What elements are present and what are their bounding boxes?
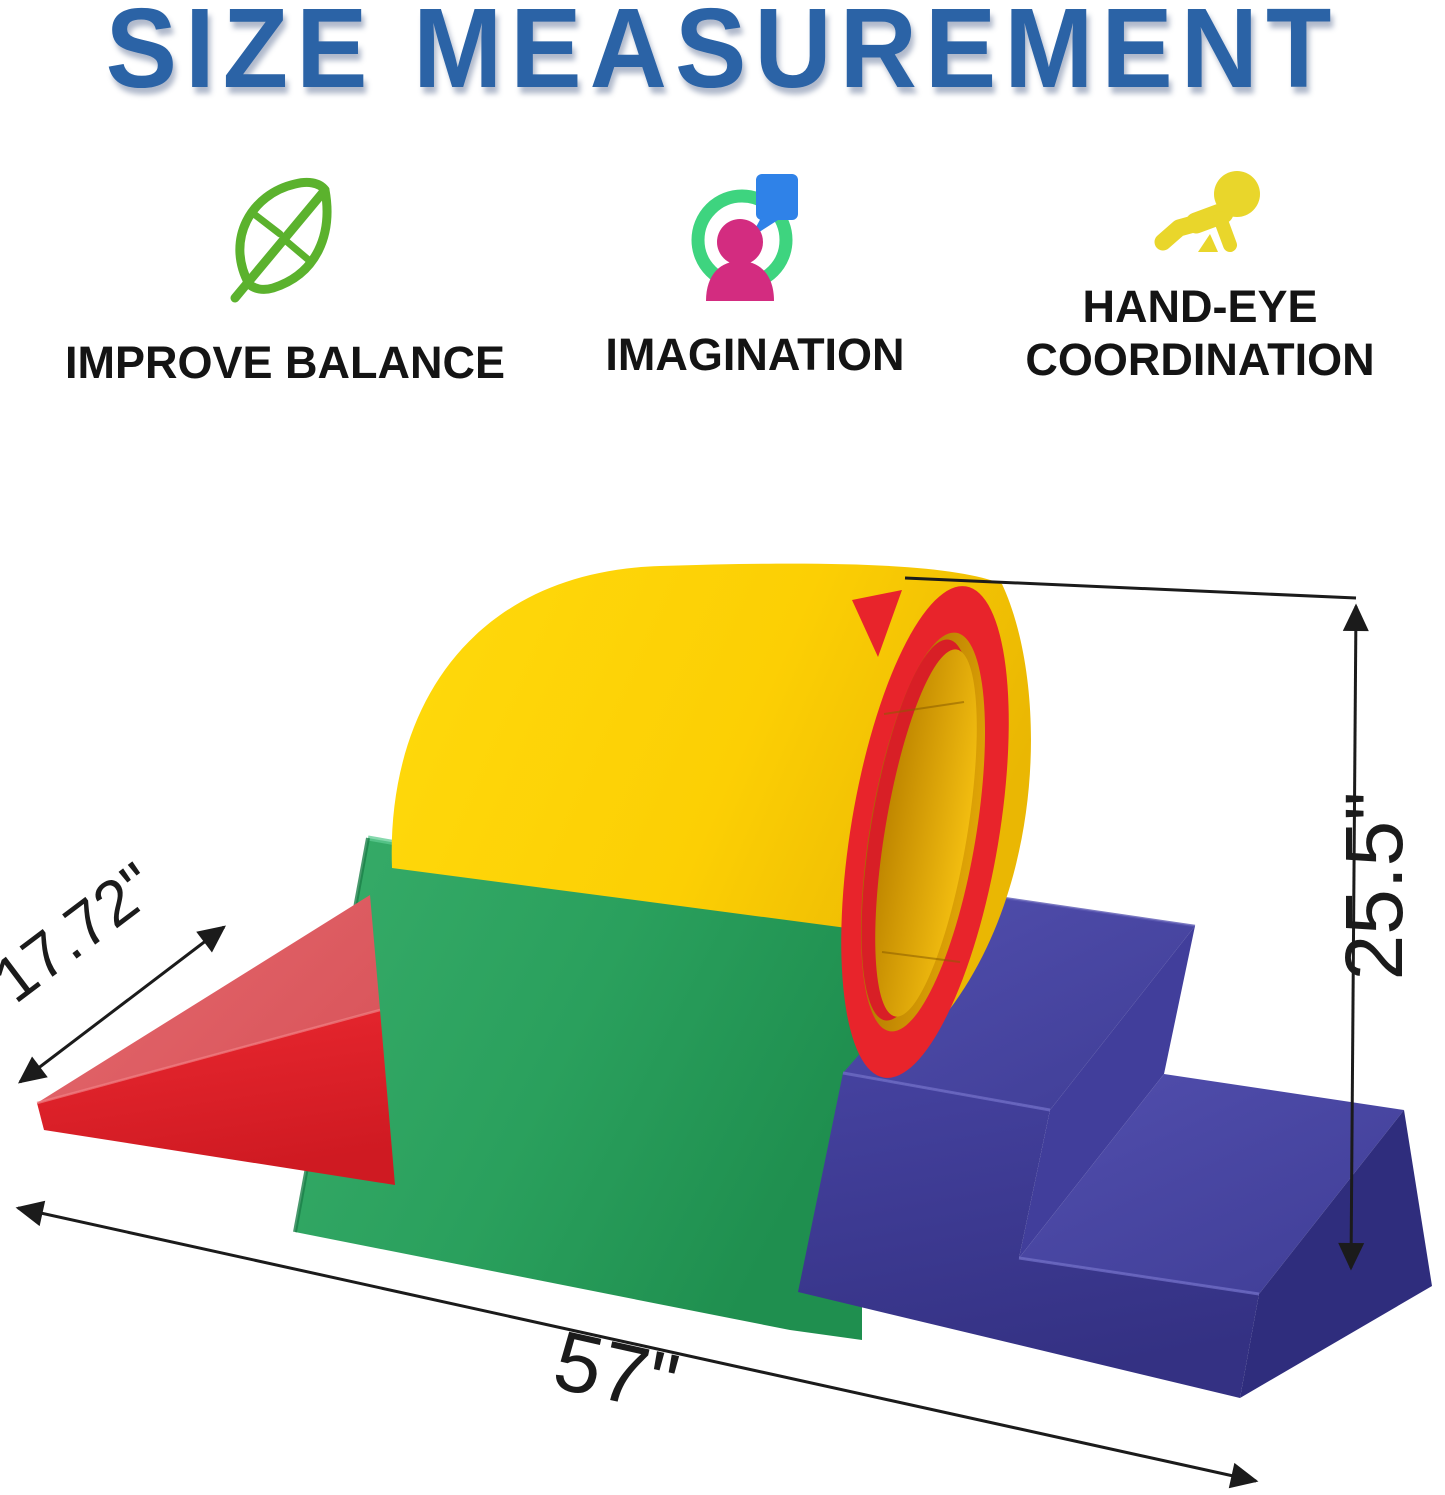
yellow-tunnel [391,563,1031,1078]
feature-label-hand-eye: HAND-EYE [1082,281,1318,332]
feature-imagination: IMAGINATION [540,168,970,381]
tunnel-top-seam [852,590,902,657]
speech-bubble-icon [756,174,798,220]
crawling-baby-icon [1154,171,1260,252]
feature-label-coordination: COORDINATION [1025,334,1375,386]
tunnel-opening [875,649,977,1017]
feature-improve-balance: IMPROVE BALANCE [35,168,535,389]
blue-step-upper-top [843,897,1195,1110]
height-label: 25.5" [1329,792,1420,981]
leaf-icon [230,177,332,303]
imagination-icon [691,174,798,301]
red-ramp-front [37,1010,395,1185]
depth-dimension-line [18,925,226,1084]
person-head [717,219,763,265]
blue-step-side [1240,1110,1432,1398]
height-dimension-line [1338,603,1369,1271]
width-label: 57" [546,1312,687,1430]
width-dimension-line [15,1200,1259,1489]
height-extension-line [904,576,1357,600]
feature-label-improve-balance: IMPROVE BALANCE [64,337,506,388]
feature-hand-eye-coordination: HAND-EYE COORDINATION [985,168,1415,386]
feature-label-imagination: IMAGINATION [605,329,905,380]
page-title: SIZE MEASUREMENT [105,0,1340,112]
person-body [706,261,774,301]
blue-step-riser [1019,926,1195,1258]
height-dimension: 25.5" [904,576,1420,1271]
depth-label: 17.72" [0,849,169,1017]
